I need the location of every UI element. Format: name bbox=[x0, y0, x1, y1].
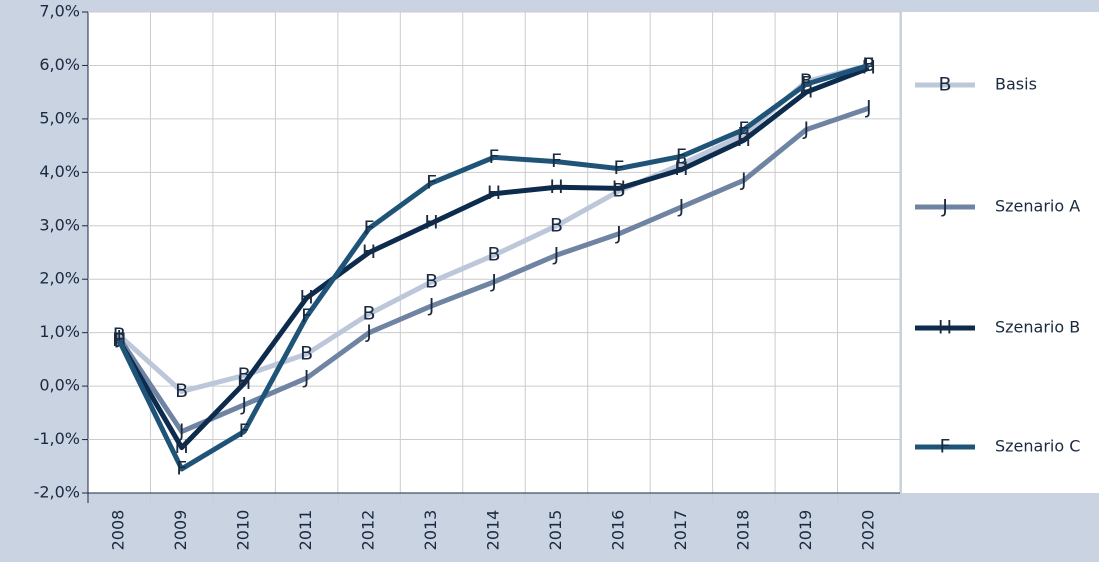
point-marker: J bbox=[115, 327, 122, 349]
point-marker: J bbox=[428, 294, 435, 316]
point-marker: J bbox=[365, 321, 372, 343]
x-tick-label: 2020 bbox=[858, 510, 877, 551]
point-marker: H bbox=[362, 241, 376, 263]
x-tick-label: 2009 bbox=[171, 510, 190, 551]
point-marker: B bbox=[300, 343, 313, 365]
x-tick-label: 2012 bbox=[359, 510, 378, 551]
point-marker: J bbox=[615, 222, 622, 244]
series-line bbox=[117, 105, 870, 435]
y-tick-label: 0,0% bbox=[39, 376, 80, 395]
x-tick-label: 2008 bbox=[109, 510, 128, 551]
point-marker: J bbox=[553, 244, 560, 266]
legend-marker: H bbox=[938, 317, 952, 339]
point-marker: H bbox=[674, 158, 688, 180]
point-marker: J bbox=[490, 270, 497, 292]
legend-label: Szenario A bbox=[995, 197, 1080, 216]
point-marker: F bbox=[364, 217, 375, 239]
x-tick-label: 2017 bbox=[671, 510, 690, 551]
x-tick-label: 2016 bbox=[608, 510, 627, 551]
point-marker: H bbox=[237, 372, 251, 394]
point-marker: H bbox=[612, 177, 626, 199]
point-marker: J bbox=[303, 367, 310, 389]
x-tick-label: 2011 bbox=[296, 510, 315, 551]
legend-marker: J bbox=[941, 196, 948, 218]
y-tick-label: -1,0% bbox=[34, 429, 80, 448]
point-marker: J bbox=[178, 420, 185, 442]
x-tick-label: 2013 bbox=[421, 510, 440, 551]
legend-label: Szenario B bbox=[995, 318, 1080, 337]
point-marker: B bbox=[363, 302, 376, 324]
point-marker: F bbox=[239, 420, 250, 442]
y-tick-label: -2,0% bbox=[34, 483, 80, 502]
y-tick-label: 4,0% bbox=[39, 162, 80, 181]
point-marker: J bbox=[740, 169, 747, 191]
point-marker: F bbox=[738, 118, 749, 140]
point-marker: H bbox=[737, 129, 751, 151]
series-line bbox=[117, 65, 870, 451]
y-tick-label: 2,0% bbox=[39, 269, 80, 288]
y-tick-label: 1,0% bbox=[39, 322, 80, 341]
point-marker: F bbox=[551, 150, 562, 172]
point-marker: J bbox=[803, 118, 810, 140]
legend-label: Szenario C bbox=[995, 437, 1080, 456]
point-marker: J bbox=[678, 196, 685, 218]
point-marker: B bbox=[487, 244, 500, 266]
point-marker: H bbox=[175, 436, 189, 458]
series-line bbox=[117, 63, 870, 394]
y-tick-label: 3,0% bbox=[39, 215, 80, 234]
point-marker: H bbox=[424, 212, 438, 234]
legend-marker: F bbox=[940, 436, 951, 458]
point-marker: B bbox=[550, 214, 563, 236]
point-marker: F bbox=[426, 172, 437, 194]
point-marker: B bbox=[175, 380, 188, 402]
legend-label: Basis bbox=[995, 75, 1037, 94]
point-marker: F bbox=[114, 329, 125, 351]
y-tick-label: 7,0% bbox=[39, 2, 80, 21]
point-marker: H bbox=[549, 176, 563, 198]
series-line bbox=[116, 63, 870, 472]
x-tick-label: 2019 bbox=[796, 510, 815, 551]
x-tick-label: 2015 bbox=[546, 510, 565, 551]
point-marker: F bbox=[863, 54, 874, 76]
point-marker: F bbox=[301, 305, 312, 327]
x-tick-label: 2018 bbox=[733, 510, 752, 551]
point-marker: F bbox=[489, 146, 500, 168]
legend-box bbox=[902, 12, 1099, 493]
point-marker: F bbox=[801, 73, 812, 95]
y-tick-label: 5,0% bbox=[39, 108, 80, 127]
x-tick-label: 2010 bbox=[234, 510, 253, 551]
point-marker: F bbox=[176, 457, 187, 479]
point-marker: J bbox=[240, 393, 247, 415]
x-tick-label: 2014 bbox=[484, 510, 503, 551]
point-marker: H bbox=[299, 286, 313, 308]
y-tick-label: 6,0% bbox=[39, 55, 80, 74]
point-marker: J bbox=[865, 97, 872, 119]
point-marker: F bbox=[613, 157, 624, 179]
point-marker: H bbox=[487, 182, 501, 204]
point-marker: F bbox=[676, 145, 687, 167]
legend-marker: B bbox=[938, 74, 951, 96]
point-marker: B bbox=[425, 270, 438, 292]
